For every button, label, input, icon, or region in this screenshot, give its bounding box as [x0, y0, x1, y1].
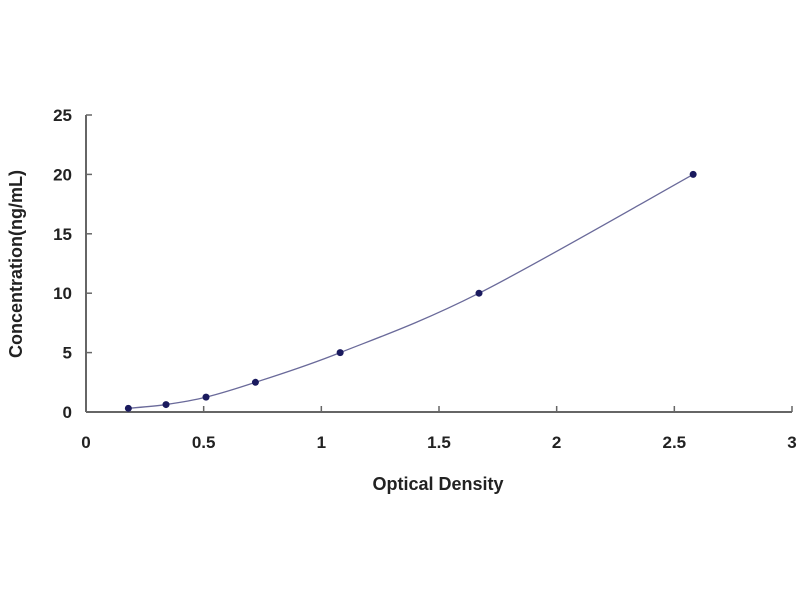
data-point	[202, 393, 210, 401]
data-point	[251, 378, 259, 386]
x-tick-label: 1	[317, 433, 326, 452]
data-point	[475, 289, 483, 297]
y-tick-label: 5	[63, 344, 72, 363]
y-tick-label: 10	[53, 284, 72, 303]
data-point	[124, 404, 132, 412]
y-tick-label: 20	[53, 165, 72, 184]
x-tick-label: 2.5	[663, 433, 687, 452]
data-point	[162, 401, 170, 409]
x-tick-label: 2	[552, 433, 561, 452]
y-tick-label: 25	[53, 106, 72, 125]
x-tick-label: 3	[787, 433, 796, 452]
x-tick-label: 0.5	[192, 433, 216, 452]
x-axis-label: Optical Density	[372, 474, 503, 494]
y-tick-label: 15	[53, 225, 72, 244]
y-tick-label: 0	[63, 403, 72, 422]
data-point	[336, 349, 344, 357]
x-tick-label: 1.5	[427, 433, 451, 452]
data-point	[689, 170, 697, 178]
y-axis-label: Concentration(ng/mL)	[6, 170, 26, 358]
x-tick-label: 0	[81, 433, 90, 452]
fit-curve	[128, 173, 694, 409]
